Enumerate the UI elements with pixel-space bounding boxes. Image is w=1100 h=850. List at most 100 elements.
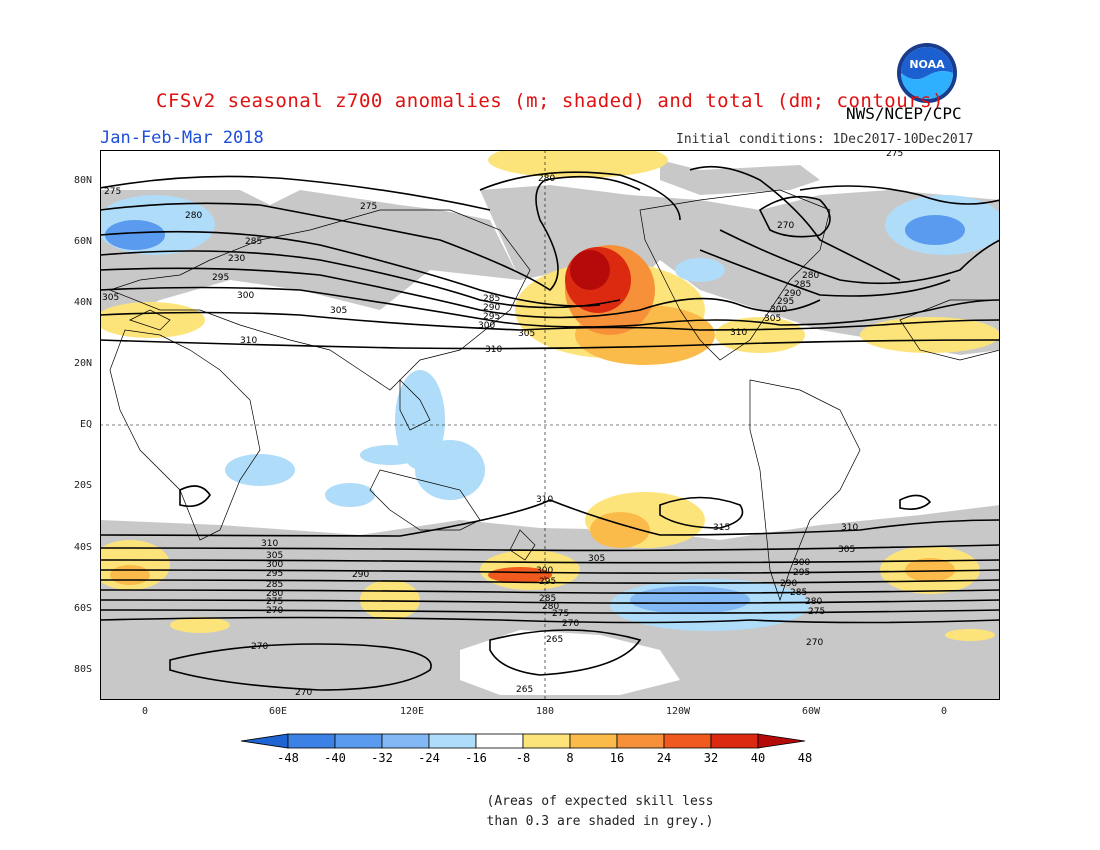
contour-label: 270 [777, 221, 794, 231]
skill-note-line: than 0.3 are shaded in grey.) [486, 814, 714, 829]
contour-label: 270 [266, 606, 283, 616]
map-frame [100, 150, 1000, 700]
contour-label: 280 [266, 589, 283, 599]
lat-label: 20S [73, 480, 92, 491]
contour-label: 285 [794, 280, 811, 290]
contour-label: 265 [546, 635, 563, 645]
colorbar-label: -24 [418, 751, 440, 765]
colorbar-label: 24 [656, 751, 672, 765]
contour-label: 300 [793, 558, 810, 568]
lon-label: 120W [665, 706, 691, 717]
contour-label: 300 [536, 566, 553, 576]
contour-label: 275 [808, 607, 825, 617]
contour-label: 295 [212, 273, 229, 283]
lon-label: 180 [535, 706, 555, 717]
contour-label: 270 [806, 638, 823, 648]
lat-label: 40N [73, 297, 92, 308]
contour-label: 275 [266, 597, 283, 607]
forecast-period: Jan-Feb-Mar 2018 [100, 128, 264, 148]
logo-text: NOAA [909, 58, 945, 71]
contour-label: 300 [770, 305, 787, 315]
colorbar-label: 40 [750, 751, 766, 765]
contour-label: 270 [562, 619, 579, 629]
lat-label: 40S [73, 542, 92, 553]
colorbar-cell [569, 733, 618, 749]
noaa-logo: NOAA [897, 43, 957, 103]
contour-label: 300 [266, 560, 283, 570]
colorbar-cell [334, 733, 383, 749]
contour-label: 305 [330, 306, 347, 316]
contour-label: 290 [784, 289, 801, 299]
contour-label: 295 [483, 312, 500, 322]
contour-label: 230 [228, 254, 245, 264]
positive-anomaly-areas [100, 150, 1000, 641]
colorbar-label: -16 [465, 751, 487, 765]
colorbar-label: 8 [566, 751, 574, 765]
contour-label: 290 [780, 579, 797, 589]
contour-label: 305 [102, 293, 119, 303]
contour-label: 275 [886, 150, 903, 159]
lat-label: EQ [79, 419, 92, 430]
grid [100, 150, 1000, 700]
colorbar-cell [522, 733, 571, 749]
colorbar [240, 733, 806, 749]
lon-label: 60E [268, 706, 288, 717]
colorbar-cell [240, 733, 289, 749]
skill-note-line: (Areas of expected skill less [486, 794, 714, 809]
contour-label: 295 [539, 577, 556, 587]
contour-label: 285 [483, 294, 500, 304]
contour-label: 295 [793, 568, 810, 578]
contour-label: 315 [713, 523, 730, 533]
contour-label: 300 [478, 321, 495, 331]
agency-label: NWS/NCEP/CPC [846, 104, 962, 123]
colorbar-cell [428, 733, 477, 749]
contour-label: 290 [483, 303, 500, 313]
contour-label: 280 [542, 602, 559, 612]
contour-label: 280 [185, 211, 202, 221]
contour-label: 280 [802, 271, 819, 281]
contour-label: 285 [790, 588, 807, 598]
chart-title: CFSv2 seasonal z700 anomalies (m; shaded… [156, 90, 944, 112]
lat-label: 60S [73, 603, 92, 614]
contour-label: 310 [730, 328, 747, 338]
contour-label: 310 [485, 345, 502, 355]
contour-label: 290 [352, 570, 369, 580]
contour-label: 305 [588, 554, 605, 564]
contour-label: 310 [841, 523, 858, 533]
colorbar-label: -40 [324, 751, 346, 765]
lon-label: 120E [399, 706, 425, 717]
contour-label: 285 [539, 594, 556, 604]
contour-label: 270 [251, 642, 268, 652]
colorbar-label: 32 [703, 751, 719, 765]
colorbar-label: 16 [609, 751, 625, 765]
contour-label: 275 [360, 202, 377, 212]
colorbar-label: 48 [797, 751, 813, 765]
contour-label: 295 [266, 569, 283, 579]
height-contours [100, 165, 1000, 691]
colorbar-cell [287, 733, 336, 749]
coastlines [108, 189, 1000, 602]
colorbar-cell [616, 733, 665, 749]
contour-label: 305 [266, 551, 283, 561]
contour-label: 305 [838, 545, 855, 555]
map-panel: 275 280 275 280 285 230 295 300 305 310 … [100, 150, 1000, 700]
colorbar-cell [663, 733, 712, 749]
colorbar-cell [475, 733, 524, 749]
lat-label: 60N [73, 236, 92, 247]
colorbar-label: -8 [515, 751, 531, 765]
contour-label: 275 [552, 609, 569, 619]
contour-label: 265 [516, 685, 533, 695]
contour-label: 270 [295, 688, 312, 698]
colorbar-label: -48 [277, 751, 299, 765]
lon-label: 60W [801, 706, 821, 717]
contour-label: 280 [538, 174, 555, 184]
contour-label: 305 [764, 314, 781, 324]
colorbar-label: -32 [371, 751, 393, 765]
contour-label: 310 [536, 495, 553, 505]
lon-label: 0 [141, 706, 149, 717]
contour-label: 295 [777, 297, 794, 307]
contour-label: 305 [518, 329, 535, 339]
colorbar-cell [757, 733, 806, 749]
contour-label: 310 [261, 539, 278, 549]
colorbar-cell [381, 733, 430, 749]
